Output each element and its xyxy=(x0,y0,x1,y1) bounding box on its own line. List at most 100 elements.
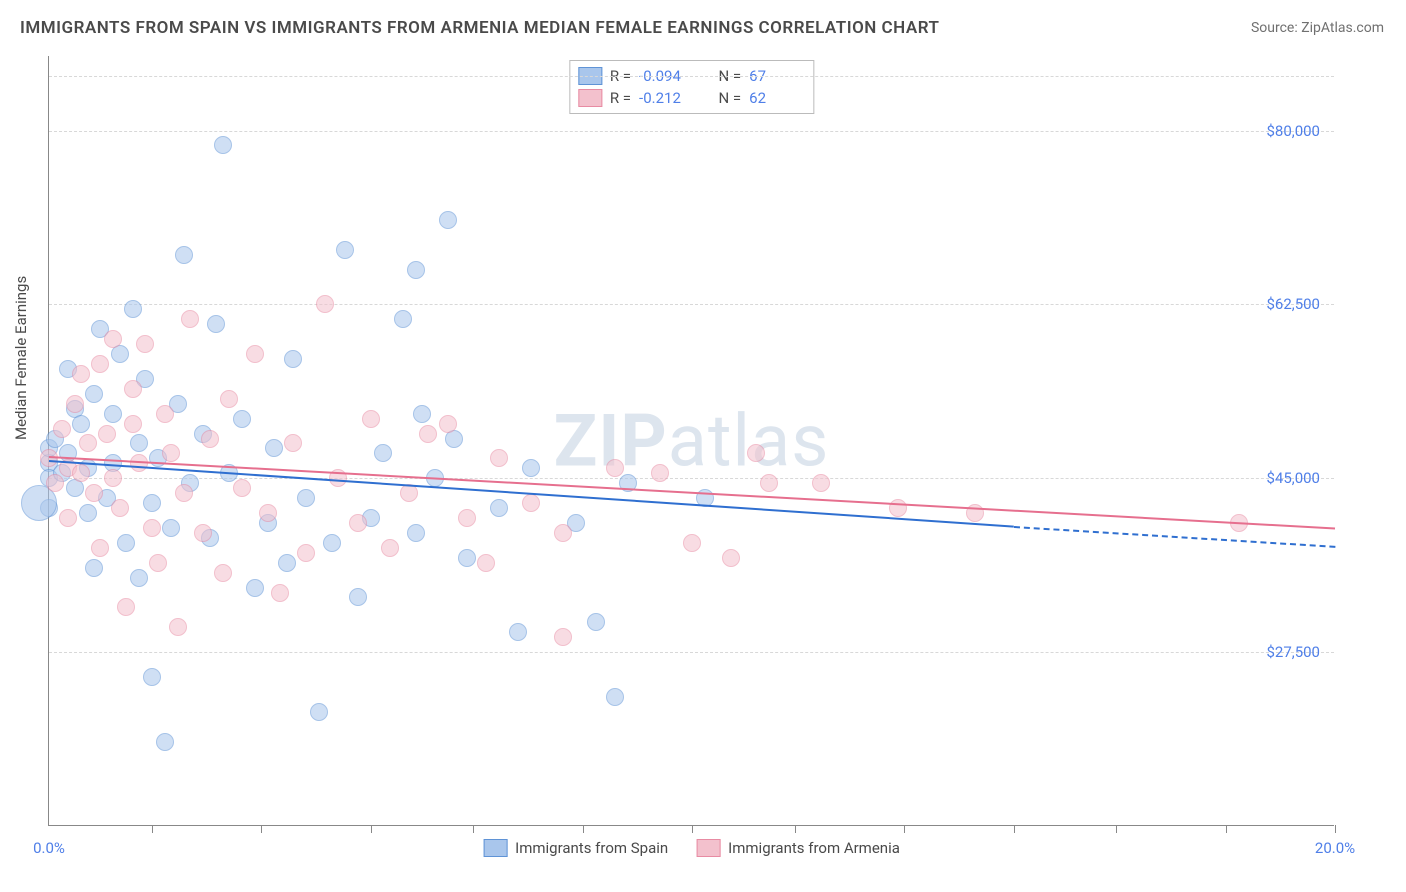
x-tick xyxy=(371,825,372,833)
scatter-point xyxy=(458,549,476,567)
legend-r-label: R = xyxy=(610,89,631,107)
scatter-point xyxy=(175,246,193,264)
scatter-point xyxy=(554,524,572,542)
scatter-point xyxy=(98,425,116,443)
scatter-point xyxy=(233,479,251,497)
x-tick xyxy=(795,825,796,833)
scatter-point xyxy=(554,628,572,646)
scatter-point xyxy=(85,484,103,502)
scatter-point xyxy=(522,494,540,512)
scatter-point xyxy=(162,444,180,462)
scatter-point xyxy=(246,579,264,597)
scatter-point xyxy=(124,300,142,318)
scatter-point xyxy=(509,623,527,641)
legend-swatch xyxy=(696,839,720,857)
scatter-point xyxy=(265,439,283,457)
x-tick xyxy=(692,825,693,833)
legend-series-label: Immigrants from Armenia xyxy=(728,839,900,857)
scatter-point xyxy=(124,380,142,398)
scatter-point xyxy=(316,295,334,313)
x-tick-label: 20.0% xyxy=(1315,839,1355,857)
scatter-point xyxy=(259,504,277,522)
scatter-point xyxy=(812,474,830,492)
scatter-point xyxy=(162,519,180,537)
scatter-point xyxy=(156,405,174,423)
source-label: Source: xyxy=(1251,20,1301,36)
scatter-point xyxy=(271,584,289,602)
x-tick xyxy=(1116,825,1117,833)
scatter-point xyxy=(477,554,495,572)
scatter-point xyxy=(297,544,315,562)
scatter-point xyxy=(490,499,508,517)
scatter-point xyxy=(651,464,669,482)
gridline xyxy=(49,304,1334,305)
scatter-point xyxy=(85,385,103,403)
scatter-point xyxy=(233,410,251,428)
scatter-point xyxy=(143,519,161,537)
scatter-point xyxy=(175,484,193,502)
scatter-point xyxy=(606,459,624,477)
scatter-point xyxy=(349,588,367,606)
scatter-point xyxy=(407,524,425,542)
scatter-point xyxy=(310,703,328,721)
scatter-point xyxy=(323,534,341,552)
legend-stats-box: R = -0.094 N = 67R = -0.212 N = 62 xyxy=(569,60,814,114)
x-tick xyxy=(583,825,584,833)
scatter-point xyxy=(72,415,90,433)
trend-line xyxy=(1013,526,1335,548)
x-tick xyxy=(261,825,262,833)
scatter-point xyxy=(91,539,109,557)
scatter-point xyxy=(124,415,142,433)
legend-series: Immigrants from Spain Immigrants from Arm… xyxy=(483,839,900,857)
scatter-point xyxy=(104,405,122,423)
scatter-point xyxy=(66,395,84,413)
scatter-point xyxy=(336,241,354,259)
scatter-point xyxy=(439,415,457,433)
legend-swatch xyxy=(483,839,507,857)
scatter-point xyxy=(362,410,380,428)
scatter-point xyxy=(490,449,508,467)
watermark: ZIPatlas xyxy=(554,398,830,483)
scatter-point xyxy=(458,509,476,527)
scatter-point xyxy=(207,315,225,333)
scatter-point xyxy=(149,554,167,572)
scatter-point xyxy=(381,539,399,557)
scatter-point xyxy=(117,598,135,616)
y-tick-label: $80,000 xyxy=(1266,122,1320,140)
legend-series-item: Immigrants from Spain xyxy=(483,839,668,857)
scatter-point xyxy=(419,425,437,443)
scatter-point xyxy=(349,514,367,532)
scatter-point xyxy=(722,549,740,567)
scatter-point xyxy=(72,464,90,482)
scatter-point xyxy=(278,554,296,572)
source-attribution: Source: ZipAtlas.com xyxy=(1251,20,1384,36)
scatter-point xyxy=(297,489,315,507)
scatter-point xyxy=(747,444,765,462)
scatter-point xyxy=(760,474,778,492)
y-tick-label: $62,500 xyxy=(1266,295,1320,313)
scatter-point xyxy=(59,509,77,527)
legend-series-item: Immigrants from Armenia xyxy=(696,839,900,857)
source-value: ZipAtlas.com xyxy=(1301,20,1384,36)
scatter-point xyxy=(79,434,97,452)
gridline xyxy=(49,131,1334,132)
scatter-point xyxy=(374,444,392,462)
scatter-point xyxy=(606,688,624,706)
scatter-point xyxy=(111,499,129,517)
y-tick-label: $45,000 xyxy=(1266,469,1320,487)
scatter-point xyxy=(214,136,232,154)
watermark-light: atlas xyxy=(668,398,830,483)
scatter-point xyxy=(683,534,701,552)
gridline xyxy=(49,652,1334,653)
scatter-point xyxy=(91,355,109,373)
x-tick xyxy=(1335,825,1336,833)
scatter-point xyxy=(117,534,135,552)
plot-area: ZIPatlas R = -0.094 N = 67R = -0.212 N =… xyxy=(48,56,1334,826)
x-tick xyxy=(904,825,905,833)
scatter-point xyxy=(394,310,412,328)
gridline xyxy=(49,76,1334,77)
scatter-point xyxy=(284,434,302,452)
scatter-point xyxy=(53,420,71,438)
scatter-point xyxy=(169,618,187,636)
scatter-point xyxy=(220,390,238,408)
